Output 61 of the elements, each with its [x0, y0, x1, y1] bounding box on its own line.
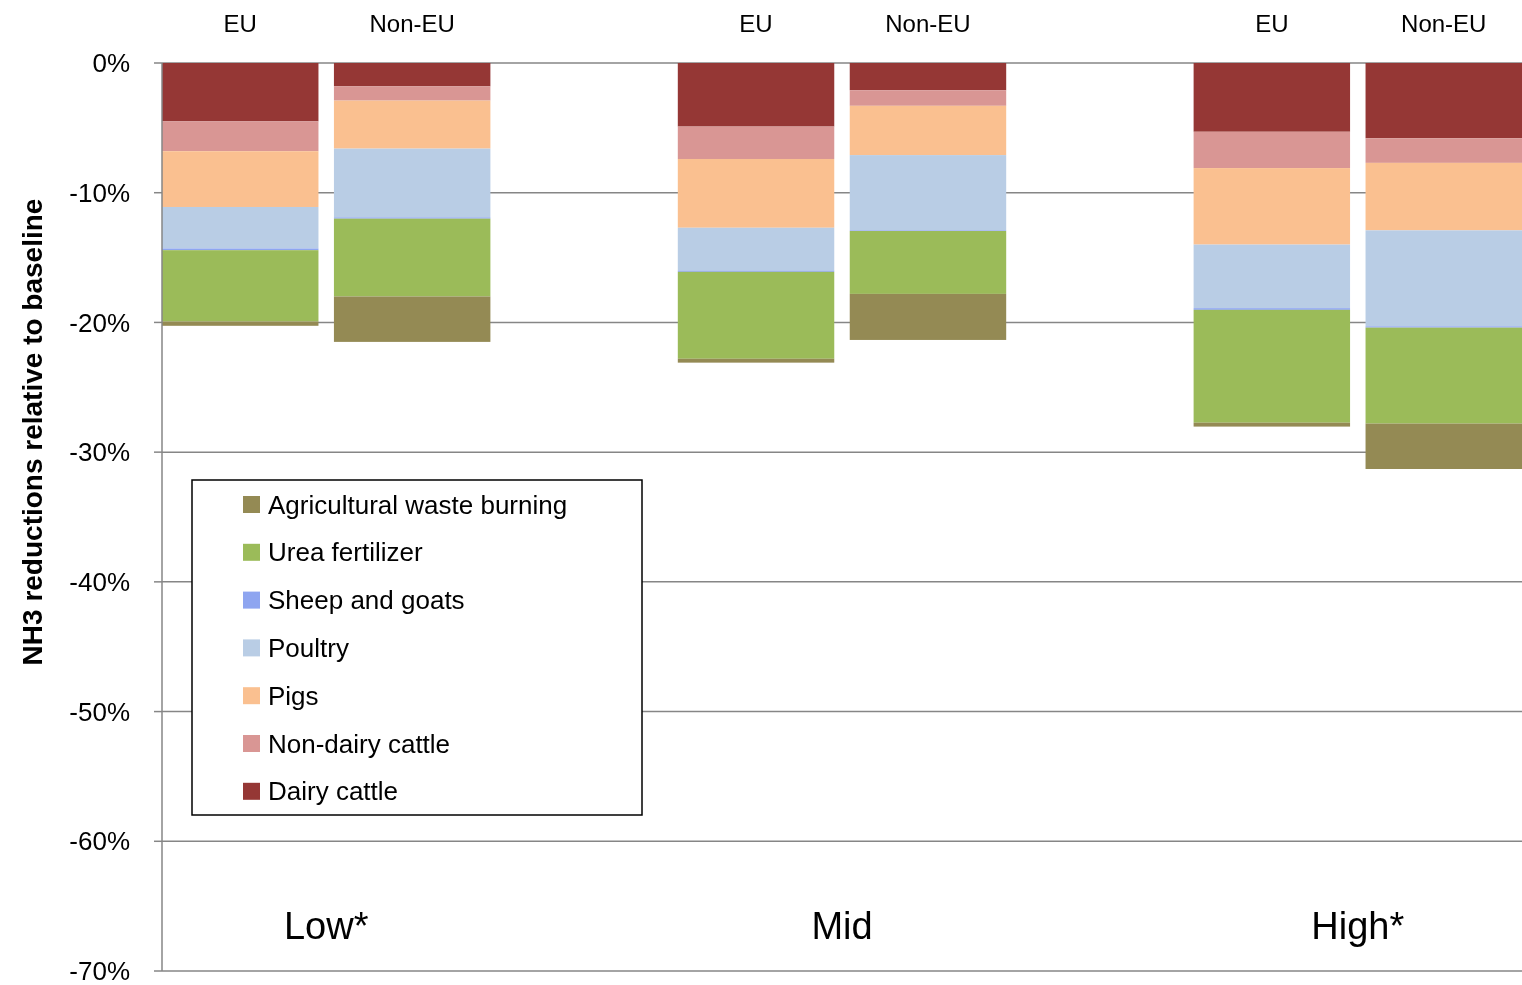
legend-label: Dairy cattle	[268, 776, 399, 807]
bar	[162, 250, 319, 322]
bar	[333, 148, 491, 218]
y-tick-label: -10%	[69, 177, 130, 208]
annotation: Mid	[811, 904, 873, 947]
bar	[1193, 131, 1351, 169]
bar	[162, 63, 319, 122]
x-tick-label: Non-EU	[885, 10, 971, 37]
bar	[333, 296, 491, 342]
bar	[1365, 327, 1522, 424]
y-tick-label: -70%	[69, 956, 130, 985]
x-tick-label: EU	[1255, 10, 1289, 37]
bar	[677, 126, 835, 159]
bar	[677, 358, 835, 363]
legend-label: Agricultural waste burning	[268, 489, 568, 520]
annotation: Low*	[283, 904, 369, 947]
bar	[1365, 63, 1522, 139]
bar	[677, 63, 835, 127]
bar	[1193, 422, 1351, 427]
y-tick-label: -50%	[69, 696, 130, 727]
legend-label: Pigs	[268, 680, 319, 711]
annotation: High*	[1311, 904, 1405, 947]
bar	[333, 100, 491, 149]
bar	[849, 293, 1007, 340]
bar	[333, 218, 491, 297]
y-tick-label: -60%	[69, 826, 130, 857]
bar	[1365, 138, 1522, 163]
legend-label: Poultry	[268, 633, 349, 663]
bar	[162, 151, 319, 207]
bar	[849, 105, 1007, 156]
x-tick-label: Non-EU	[369, 10, 455, 37]
bar	[677, 227, 835, 271]
bar	[1365, 162, 1522, 231]
bar	[1365, 423, 1522, 470]
bar	[1365, 230, 1522, 327]
bar	[849, 63, 1007, 91]
bar	[333, 86, 491, 101]
bar	[1193, 244, 1351, 309]
legend-label: Sheep and goats	[268, 585, 465, 616]
x-tick-label: Non-EU	[1401, 10, 1487, 37]
bar	[849, 155, 1007, 231]
y-axis-title: NH3 reductions relative to baseline	[17, 198, 48, 666]
y-tick-label: -20%	[69, 307, 130, 338]
bar	[849, 90, 1007, 106]
bar	[1193, 168, 1351, 245]
x-tick-label: EU	[223, 10, 257, 37]
bar	[849, 230, 1007, 294]
y-tick-label: 0%	[92, 48, 130, 79]
bar	[333, 63, 491, 87]
bar	[1193, 63, 1351, 132]
bar	[162, 321, 319, 326]
bar	[1193, 309, 1351, 423]
x-tick-label: EU	[739, 10, 773, 37]
bar	[162, 121, 319, 152]
y-tick-label: -40%	[69, 566, 130, 597]
legend-label: Urea fertilizer	[268, 537, 423, 568]
bar	[677, 158, 835, 228]
bar	[677, 271, 835, 359]
y-tick-label: -30%	[69, 437, 130, 468]
legend-label: Non-dairy cattle	[268, 728, 451, 759]
bar	[162, 206, 319, 249]
